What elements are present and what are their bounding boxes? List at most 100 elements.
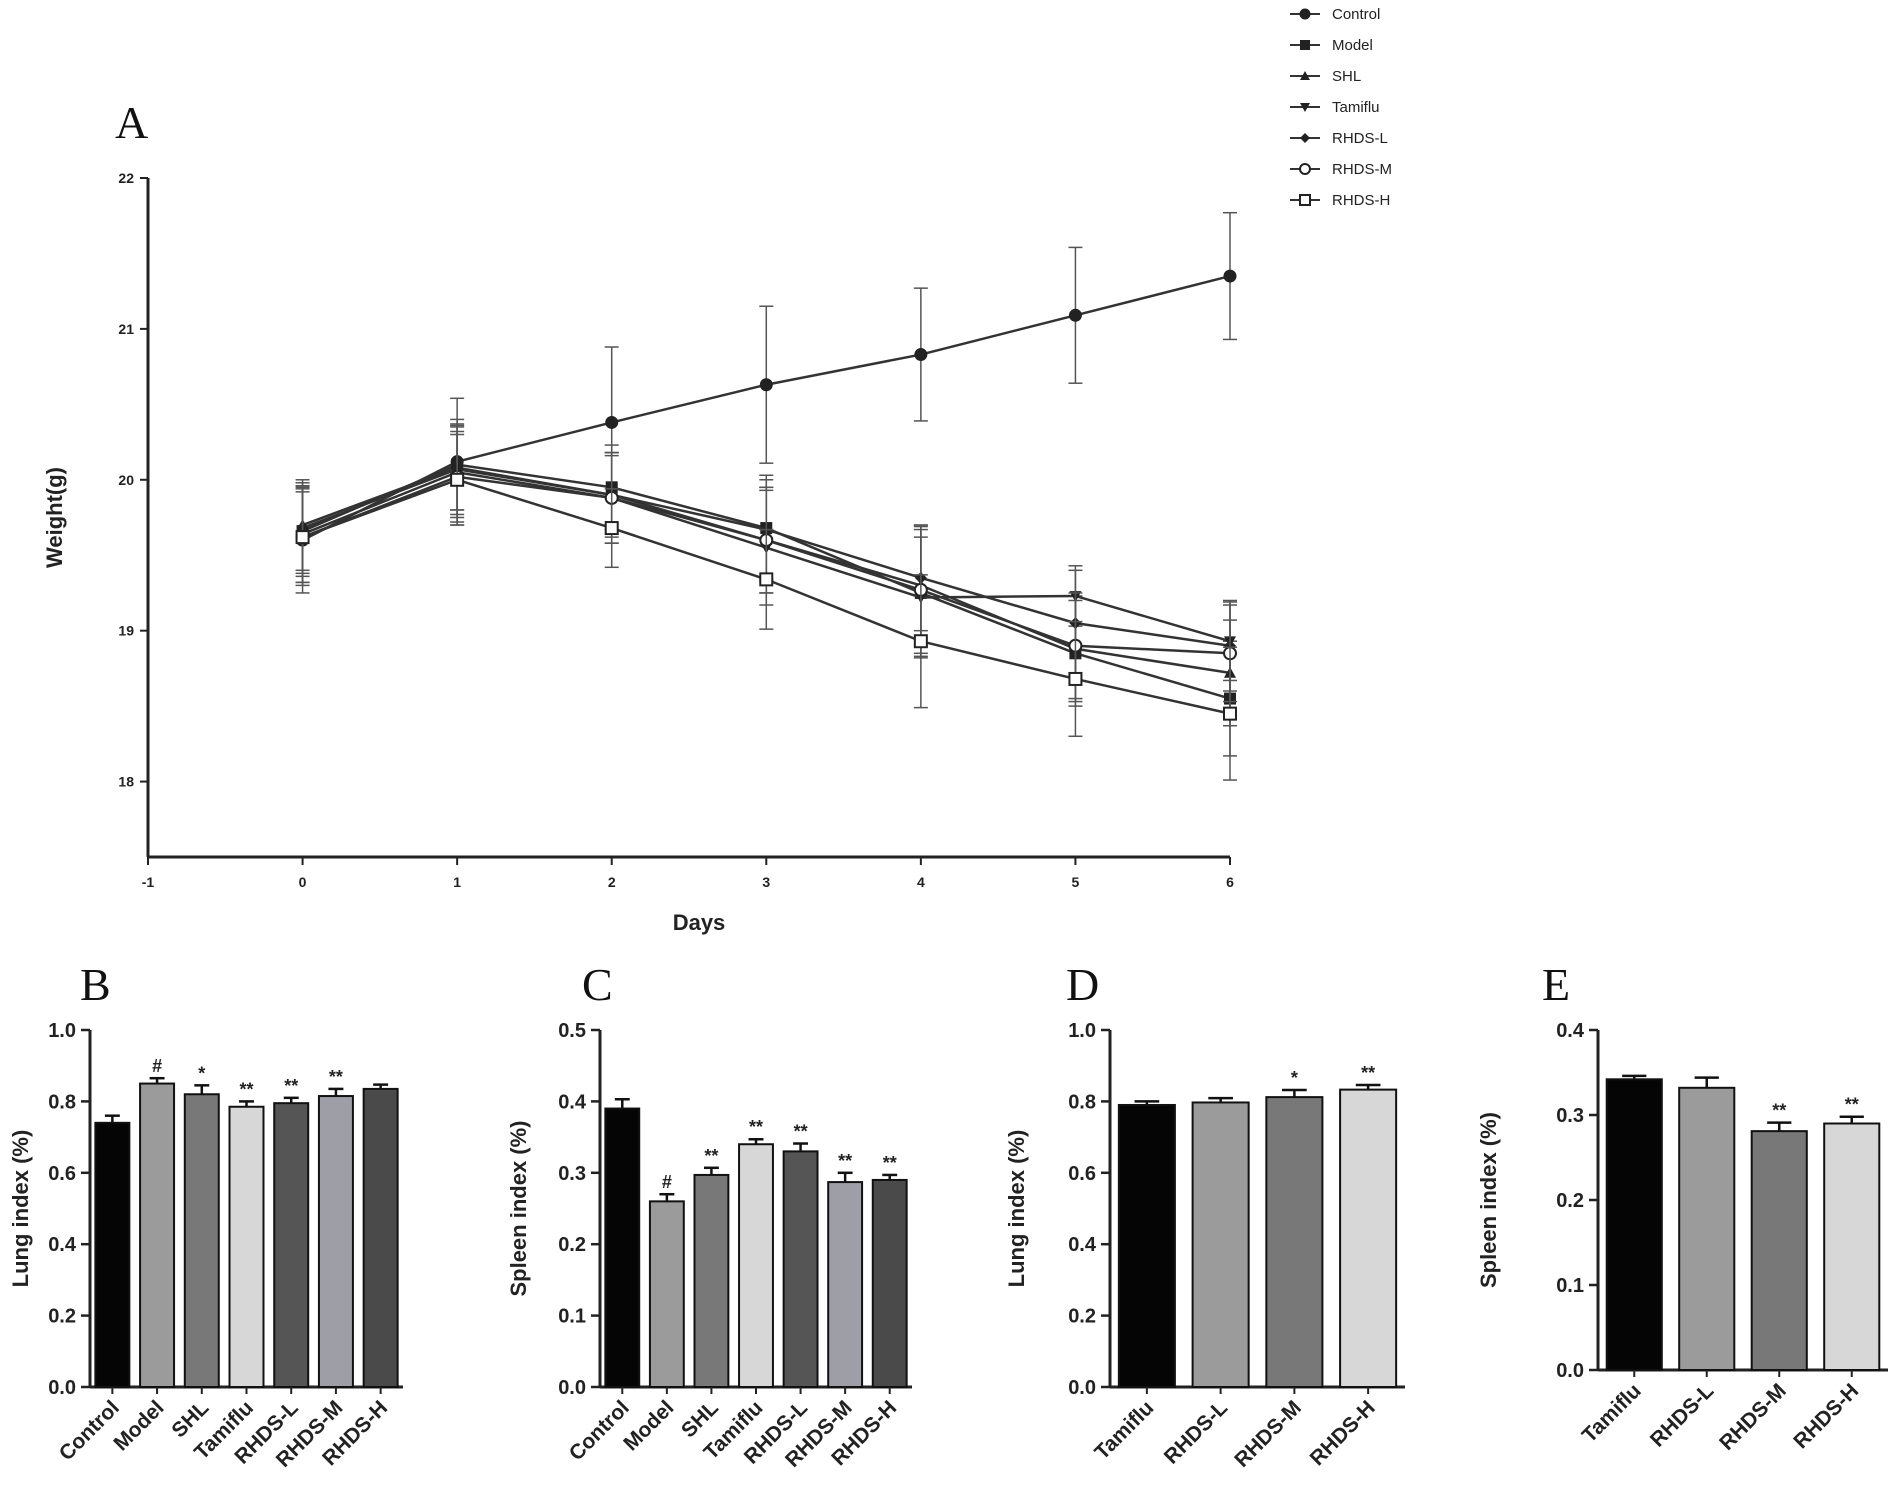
legend-marker bbox=[1299, 163, 1311, 175]
legend-marker bbox=[1299, 8, 1311, 20]
bar-rhds-l bbox=[782, 1150, 819, 1388]
bar-tamiflu bbox=[228, 1105, 265, 1388]
significance-label-rhds-l: ** bbox=[794, 1122, 808, 1142]
y-tick-label: 0.0 bbox=[1556, 1360, 1584, 1382]
y-axis-title: Spleen index (%) bbox=[506, 1120, 531, 1296]
data-point-control bbox=[914, 348, 928, 362]
data-point-rhds-h bbox=[759, 572, 774, 587]
panel-d-bar-chart: D 0.0 0.2 0.4 0.6 0.8 1.0 Lung index (%) Tamiflu… bbox=[1004, 959, 1405, 1472]
bar-tamiflu bbox=[1117, 1103, 1176, 1388]
significance-label-rhds-m: * bbox=[1291, 1068, 1298, 1088]
legend-label: RHDS-L bbox=[1332, 130, 1388, 147]
x-tick-label: 6 bbox=[1226, 874, 1234, 890]
significance-label-rhds-h: ** bbox=[883, 1153, 897, 1173]
y-tick-label: 0.6 bbox=[1068, 1163, 1096, 1185]
data-point-control bbox=[1068, 308, 1082, 322]
y-tick-label: 0.6 bbox=[48, 1163, 76, 1185]
x-category-label-model: Model bbox=[619, 1396, 678, 1455]
legend-marker bbox=[1299, 194, 1311, 206]
significance-label-model: # bbox=[152, 1056, 162, 1076]
x-tick-label: 0 bbox=[299, 874, 307, 890]
bar-rhds-h bbox=[1339, 1088, 1398, 1389]
y-tick-label: 0.0 bbox=[558, 1377, 586, 1399]
data-point-rhds-h bbox=[450, 472, 465, 487]
panel-b-bar-chart: B 0.0 0.2 0.4 0.6 0.8 1.0 Lung index (%) Control… bbox=[8, 959, 403, 1472]
legend-marker bbox=[1300, 71, 1310, 80]
panel-c-bar-chart: C 0.0 0.1 0.2 0.3 0.4 0.5 Spleen index (%) Contr… bbox=[506, 959, 912, 1472]
bar-shl bbox=[693, 1173, 730, 1389]
y-tick-label: 20 bbox=[118, 472, 134, 488]
y-tick-label: 0.1 bbox=[1556, 1275, 1584, 1297]
bar-rhds-m bbox=[1265, 1096, 1324, 1388]
series-rhds-h bbox=[295, 433, 1237, 781]
bar-rhds-m bbox=[1750, 1130, 1808, 1372]
bar-rhds-m bbox=[317, 1095, 354, 1389]
y-tick-label: 19 bbox=[118, 623, 134, 639]
y-axis-title: Spleen index (%) bbox=[1476, 1112, 1501, 1288]
x-category-label-rhds-l: RHDS-L bbox=[1160, 1396, 1232, 1468]
significance-label-shl: * bbox=[198, 1063, 205, 1083]
y-tick-label: 0.2 bbox=[558, 1234, 586, 1256]
x-category-label-rhds-l: RHDS-L bbox=[1646, 1379, 1718, 1451]
significance-label-rhds-h: ** bbox=[1361, 1063, 1375, 1083]
bar-model bbox=[648, 1200, 685, 1388]
significance-label-tamiflu: ** bbox=[749, 1117, 763, 1137]
x-category-label-rhds-m: RHDS-M bbox=[1715, 1379, 1791, 1455]
x-category-label-rhds-h: RHDS-H bbox=[1789, 1379, 1863, 1453]
bar-rhds-h bbox=[362, 1087, 399, 1389]
x-axis-title: Days bbox=[673, 910, 726, 935]
significance-label-model: # bbox=[662, 1172, 672, 1192]
y-tick-label: 1.0 bbox=[48, 1020, 76, 1042]
panel-a-line-chart: A 18 19 20 21 22 -1 0 1 2 3 4 5 6 Days Weight(g) bbox=[42, 97, 1237, 935]
y-tick-label: 0.0 bbox=[1068, 1377, 1096, 1399]
x-category-label-control: Control bbox=[565, 1396, 634, 1465]
panel-letter-b: B bbox=[80, 959, 111, 1010]
legend-label: SHL bbox=[1332, 68, 1361, 85]
y-axis-title: Lung index (%) bbox=[1004, 1130, 1029, 1288]
legend-marker bbox=[1300, 40, 1310, 50]
x-tick-label: -1 bbox=[142, 874, 155, 890]
y-tick-label: 0.8 bbox=[48, 1091, 76, 1113]
x-category-label-model: Model bbox=[109, 1396, 168, 1455]
data-point-rhds-h bbox=[913, 634, 928, 649]
y-tick-label: 18 bbox=[118, 774, 134, 790]
legend-marker bbox=[1300, 103, 1310, 112]
panel-a-legend: Control Model SHL Tamiflu RHDS-L RHDS-M RHDS-H bbox=[1290, 6, 1392, 209]
legend-marker bbox=[1300, 133, 1310, 143]
legend-entry-control: Control bbox=[1290, 6, 1380, 23]
data-point-rhds-h bbox=[604, 521, 619, 536]
significance-label-rhds-h: ** bbox=[1845, 1095, 1859, 1115]
bar-rhds-h bbox=[871, 1178, 908, 1388]
y-tick-label: 0.3 bbox=[1556, 1105, 1584, 1127]
legend-entry-rhds-l: RHDS-L bbox=[1290, 130, 1388, 147]
legend-label: Model bbox=[1332, 37, 1373, 54]
significance-label-shl: ** bbox=[704, 1146, 718, 1166]
y-tick-label: 0.2 bbox=[1068, 1306, 1096, 1328]
panel-letter-d: D bbox=[1066, 959, 1099, 1010]
data-point-control bbox=[1223, 269, 1237, 283]
y-tick-label: 0.8 bbox=[1068, 1091, 1096, 1113]
x-tick-label: 1 bbox=[453, 874, 461, 890]
panel-letter-c: C bbox=[582, 959, 613, 1010]
y-tick-label: 22 bbox=[118, 170, 134, 186]
bar-rhds-l bbox=[1678, 1086, 1736, 1372]
significance-label-rhds-m: ** bbox=[329, 1067, 343, 1087]
x-category-label-rhds-m: RHDS-M bbox=[1230, 1396, 1306, 1472]
data-point-rhds-h bbox=[1068, 671, 1083, 686]
y-tick-label: 0.5 bbox=[558, 1020, 586, 1042]
x-category-label-tamiflu: Tamiflu bbox=[1090, 1396, 1158, 1464]
bar-rhds-h bbox=[1823, 1122, 1881, 1371]
panel-letter-a: A bbox=[115, 97, 148, 148]
x-category-label-tamiflu: Tamiflu bbox=[1578, 1379, 1646, 1447]
bar-control bbox=[604, 1107, 641, 1389]
bar-tamiflu bbox=[738, 1143, 774, 1388]
y-tick-label: 0.3 bbox=[558, 1163, 586, 1185]
legend-label: RHDS-M bbox=[1332, 161, 1392, 178]
significance-label-tamiflu: ** bbox=[239, 1079, 253, 1099]
bar-rhds-l bbox=[1191, 1101, 1250, 1388]
y-tick-label: 1.0 bbox=[1068, 1020, 1096, 1042]
bar-rhds-l bbox=[273, 1102, 310, 1389]
legend-label: RHDS-H bbox=[1332, 192, 1390, 209]
